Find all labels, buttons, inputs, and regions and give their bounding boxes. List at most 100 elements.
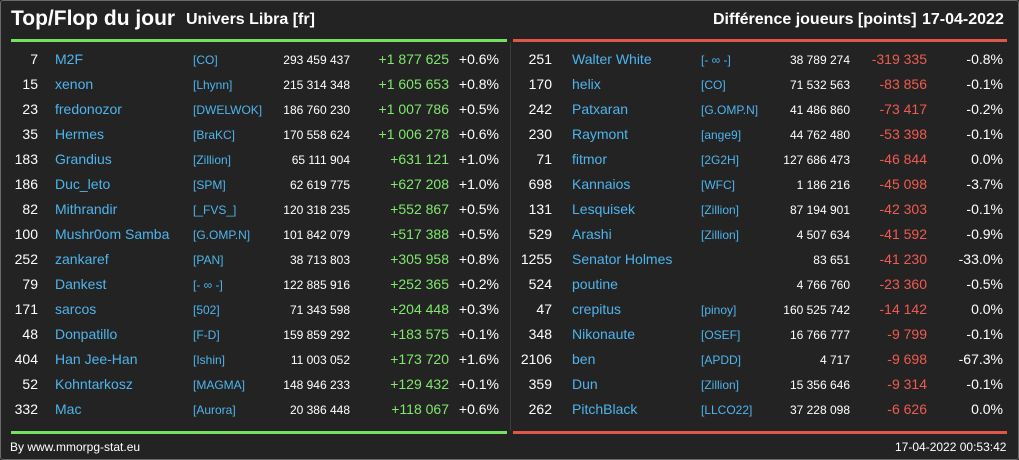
player-score: 62 619 775 bbox=[289, 178, 350, 192]
player-name-link[interactable]: PitchBlack bbox=[572, 401, 638, 417]
guild-tag-link[interactable]: [Zillion] bbox=[701, 378, 740, 392]
player-name-link[interactable]: Raymont bbox=[572, 126, 629, 142]
guild-tag-link[interactable]: [2G2H] bbox=[701, 153, 740, 167]
player-name-link[interactable]: zankaref bbox=[55, 251, 109, 267]
score-difference: +183 575 bbox=[390, 326, 449, 342]
percent-change: 0.0% bbox=[971, 151, 1003, 167]
guild-tag-link[interactable]: [WFC] bbox=[701, 178, 735, 192]
footer-credit: By www.mmorpg-stat.eu bbox=[10, 440, 141, 454]
flop-row: 524 poutine 4 766 760 -23 360 -0.5% bbox=[512, 272, 1012, 297]
player-score: 101 842 079 bbox=[283, 228, 350, 242]
score-difference: -46 844 bbox=[879, 151, 927, 167]
player-score: 127 686 473 bbox=[783, 153, 850, 167]
player-score: 122 885 916 bbox=[283, 278, 350, 292]
player-name-link[interactable]: Mac bbox=[55, 401, 82, 417]
player-rank: 48 bbox=[22, 326, 38, 342]
guild-tag-link[interactable]: [502] bbox=[193, 303, 220, 317]
guild-tag-link[interactable]: [G.OMP.N] bbox=[701, 103, 759, 117]
flop-row: 251 Walter White [- ∞ -] 38 789 274 -319 335… bbox=[512, 47, 1012, 72]
player-name-link[interactable]: Dankest bbox=[55, 276, 107, 292]
score-difference: +129 432 bbox=[390, 376, 449, 392]
score-difference: -45 098 bbox=[879, 176, 927, 192]
footer-timestamp: 17-04-2022 00:53:42 bbox=[895, 440, 1007, 454]
guild-tag-link[interactable]: [pinoy] bbox=[701, 303, 737, 317]
player-name-link[interactable]: Han Jee-Han bbox=[55, 351, 138, 367]
player-name-link[interactable]: Lesquisek bbox=[572, 201, 636, 217]
player-name-link[interactable]: Grandius bbox=[55, 151, 112, 167]
player-name-link[interactable]: Hermes bbox=[55, 126, 105, 142]
player-name-link[interactable]: fitmor bbox=[572, 151, 607, 167]
top-row: 7 M2F [CO] 293 459 437 +1 877 625 +0.6% bbox=[0, 47, 500, 72]
player-score: 41 486 860 bbox=[789, 103, 850, 117]
guild-tag-link[interactable]: [F-D] bbox=[193, 328, 220, 342]
player-rank: 529 bbox=[528, 226, 552, 242]
player-name-link[interactable]: Dun bbox=[572, 376, 598, 392]
percent-change: -0.1% bbox=[966, 76, 1003, 92]
player-score: 148 946 233 bbox=[283, 378, 350, 392]
guild-tag-link[interactable]: [MAGMA] bbox=[193, 378, 246, 392]
player-name-link[interactable]: Kannaios bbox=[572, 176, 631, 192]
guild-tag-link[interactable]: [- ∞ -] bbox=[193, 278, 223, 292]
guild-tag-link[interactable]: [LLCO22] bbox=[701, 403, 753, 417]
flop-row: 47 crepitus [pinoy] 160 525 742 -14 142 0.0% bbox=[512, 297, 1012, 322]
flop-row: 242 Patxaran [G.OMP.N] 41 486 860 -73 417 -0.… bbox=[512, 97, 1012, 122]
percent-change: +1.6% bbox=[458, 351, 499, 367]
guild-tag-link[interactable]: [OSEF] bbox=[701, 328, 741, 342]
guild-tag-link[interactable]: [Zillion] bbox=[193, 153, 232, 167]
flop-row: 131 Lesquisek [Zillion] 87 194 901 -42 303 -0… bbox=[512, 197, 1012, 222]
player-name-link[interactable]: crepitus bbox=[572, 301, 622, 317]
player-name-link[interactable]: poutine bbox=[572, 276, 618, 292]
guild-tag-link[interactable]: [_FVS_] bbox=[193, 203, 237, 217]
player-rank: 23 bbox=[22, 101, 38, 117]
player-name-link[interactable]: M2F bbox=[55, 51, 83, 67]
guild-tag-link[interactable]: [Zillion] bbox=[701, 203, 740, 217]
player-name-link[interactable]: ben bbox=[572, 351, 596, 367]
score-difference: +1 007 786 bbox=[378, 101, 449, 117]
player-name-link[interactable]: Nikonaute bbox=[572, 326, 636, 342]
guild-tag-link[interactable]: [ange9] bbox=[701, 128, 742, 142]
percent-change: -3.7% bbox=[966, 176, 1003, 192]
universe-label: Univers Libra [fr] bbox=[186, 11, 315, 28]
guild-tag-link[interactable]: [APDD] bbox=[701, 353, 742, 367]
guild-tag-link[interactable]: [Ishin] bbox=[193, 353, 226, 367]
guild-tag-link[interactable]: [CO] bbox=[701, 78, 726, 92]
player-score: 120 318 235 bbox=[283, 203, 350, 217]
player-rank: 79 bbox=[22, 276, 38, 292]
player-score: 83 651 bbox=[813, 253, 850, 267]
player-name-link[interactable]: Senator Holmes bbox=[572, 251, 673, 267]
player-score: 215 314 348 bbox=[283, 78, 350, 92]
guild-tag-link[interactable]: [- ∞ -] bbox=[701, 53, 731, 67]
player-name-link[interactable]: Donpatillo bbox=[55, 326, 118, 342]
guild-tag-link[interactable]: [Zillion] bbox=[701, 228, 740, 242]
guild-tag-link[interactable]: [BraKC] bbox=[193, 128, 236, 142]
player-name-link[interactable]: helix bbox=[572, 76, 601, 92]
player-name-link[interactable]: Mithrandir bbox=[55, 201, 118, 217]
flop-row: 359 Dun [Zillion] 15 356 646 -9 314 -0.1% bbox=[512, 372, 1012, 397]
player-name-link[interactable]: sarcos bbox=[55, 301, 97, 317]
percent-change: -0.1% bbox=[966, 201, 1003, 217]
percent-change: -67.3% bbox=[958, 351, 1003, 367]
player-name-link[interactable]: Mushr0om Samba bbox=[55, 226, 170, 242]
percent-change: -0.9% bbox=[966, 226, 1003, 242]
player-name-link[interactable]: xenon bbox=[55, 76, 94, 92]
player-name-link[interactable]: Duc_leto bbox=[55, 176, 111, 192]
guild-tag-link[interactable]: [DWELWOK] bbox=[193, 103, 263, 117]
guild-tag-link[interactable]: [G.OMP.N] bbox=[193, 228, 251, 242]
player-score: 65 111 904 bbox=[291, 153, 350, 167]
player-name-link[interactable]: Kohntarkosz bbox=[55, 376, 133, 392]
top-row: 332 Mac [Aurora] 20 386 448 +118 067 +0.6% bbox=[0, 397, 500, 422]
guild-tag-link[interactable]: [Aurora] bbox=[193, 403, 236, 417]
top-row: 48 Donpatillo [F-D] 159 859 292 +183 575 +0.1… bbox=[0, 322, 500, 347]
player-name-link[interactable]: Walter White bbox=[572, 51, 652, 67]
guild-tag-link[interactable]: [PAN] bbox=[193, 253, 224, 267]
guild-tag-link[interactable]: [CO] bbox=[193, 53, 218, 67]
player-name-link[interactable]: Arashi bbox=[572, 226, 612, 242]
top-row: 186 Duc_leto [SPM] 62 619 775 +627 208 +1.0% bbox=[0, 172, 500, 197]
guild-tag-link[interactable]: [Lhynn] bbox=[193, 78, 233, 92]
player-name-link[interactable]: fredonozor bbox=[55, 101, 122, 117]
player-rank: 7 bbox=[30, 51, 38, 67]
player-name-link[interactable]: Patxaran bbox=[572, 101, 629, 117]
guild-tag-link[interactable]: [SPM] bbox=[193, 178, 226, 192]
player-rank: 1255 bbox=[520, 251, 552, 267]
player-score: 38 713 803 bbox=[289, 253, 350, 267]
